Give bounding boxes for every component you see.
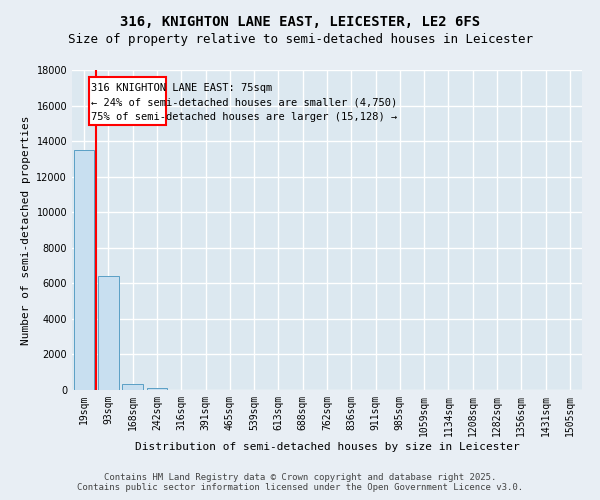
Text: Size of property relative to semi-detached houses in Leicester: Size of property relative to semi-detach… bbox=[67, 32, 533, 46]
Text: Contains HM Land Registry data © Crown copyright and database right 2025.
Contai: Contains HM Land Registry data © Crown c… bbox=[77, 473, 523, 492]
Text: 316, KNIGHTON LANE EAST, LEICESTER, LE2 6FS: 316, KNIGHTON LANE EAST, LEICESTER, LE2 … bbox=[120, 15, 480, 29]
Text: ← 24% of semi-detached houses are smaller (4,750): ← 24% of semi-detached houses are smalle… bbox=[91, 98, 398, 108]
Text: 316 KNIGHTON LANE EAST: 75sqm: 316 KNIGHTON LANE EAST: 75sqm bbox=[91, 83, 272, 93]
Bar bbox=[74, 150, 94, 390]
Bar bbox=[98, 276, 119, 390]
Bar bbox=[122, 384, 143, 390]
FancyBboxPatch shape bbox=[89, 77, 166, 125]
X-axis label: Distribution of semi-detached houses by size in Leicester: Distribution of semi-detached houses by … bbox=[134, 442, 520, 452]
Text: 75% of semi-detached houses are larger (15,128) →: 75% of semi-detached houses are larger (… bbox=[91, 112, 398, 122]
Bar bbox=[146, 388, 167, 390]
Y-axis label: Number of semi-detached properties: Number of semi-detached properties bbox=[21, 116, 31, 345]
